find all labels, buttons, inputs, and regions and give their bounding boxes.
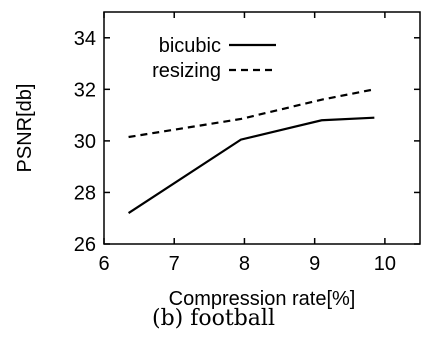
legend-label-bicubic: bicubic — [159, 35, 221, 57]
x-tick-label: 8 — [239, 253, 250, 275]
y-tick-label: 32 — [74, 79, 96, 101]
y-axis-title: PSNR[db] — [14, 84, 36, 173]
x-tick-label: 7 — [169, 253, 180, 275]
x-tick-label: 9 — [309, 253, 320, 275]
figure-caption: (b) football — [152, 306, 275, 331]
y-tick-label: 26 — [74, 234, 96, 256]
tick-labels: 6 7 8 9 10 26 28 30 32 34 — [74, 28, 396, 275]
series-line-bicubic — [127, 116, 375, 214]
x-axis-title: Compression rate[%] — [169, 288, 356, 310]
x-tick-label: 10 — [374, 253, 396, 275]
legend-label-resizing: resizing — [152, 60, 221, 82]
series-lines — [127, 88, 375, 214]
series-line-resizing — [128, 88, 375, 139]
y-tick-label: 30 — [74, 131, 96, 153]
x-tick-label: 6 — [98, 253, 109, 275]
y-tick-label: 28 — [74, 182, 96, 204]
plot-frame — [103, 11, 421, 245]
y-tick-label: 34 — [74, 28, 96, 50]
axis-ticks — [103, 12, 420, 245]
legend: bicubic resizing — [152, 35, 276, 82]
